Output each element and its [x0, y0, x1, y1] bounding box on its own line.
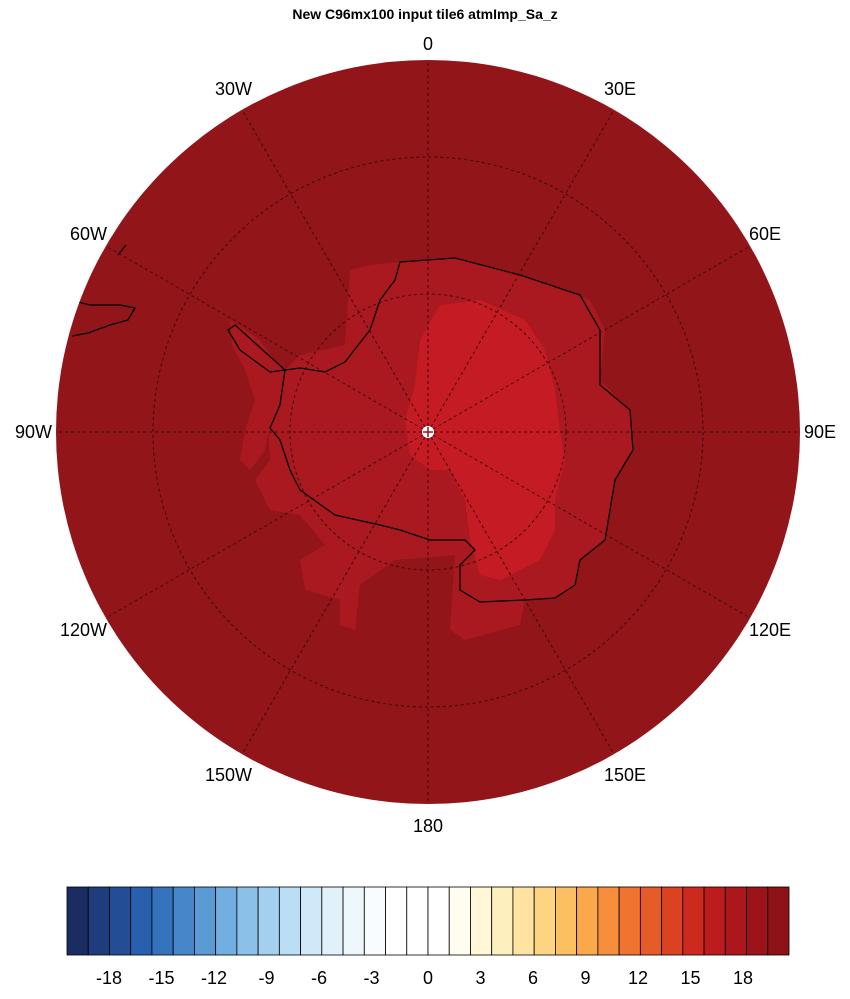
colorbar-box — [407, 887, 428, 955]
colorbar-box — [216, 887, 237, 955]
longitude-label: 120W — [60, 620, 107, 640]
colorbar-box — [598, 887, 619, 955]
colorbar-box — [513, 887, 534, 955]
colorbar-box — [534, 887, 555, 955]
longitude-label: 120E — [749, 620, 791, 640]
colorbar-box — [258, 887, 279, 955]
colorbar-box — [768, 887, 789, 955]
colorbar-box — [577, 887, 598, 955]
colorbar-box — [301, 887, 322, 955]
colorbar-box — [683, 887, 704, 955]
colorbar-tick-label: -6 — [311, 968, 327, 988]
longitude-label: 60W — [70, 224, 107, 244]
colorbar-box — [662, 887, 683, 955]
colorbar-box — [619, 887, 640, 955]
colorbar-box — [279, 887, 300, 955]
longitude-label: 0 — [423, 34, 433, 54]
colorbar-box — [492, 887, 513, 955]
colorbar-box — [237, 887, 258, 955]
colorbar-tick-label: 6 — [528, 968, 538, 988]
colorbar-tick-label: -9 — [258, 968, 274, 988]
colorbar-box — [343, 887, 364, 955]
colorbar-box — [152, 887, 173, 955]
colorbar-tick-labels: -18 -15 -12 -9 -6 -3 0 3 6 9 12 15 18 — [96, 968, 753, 988]
colorbar-box — [704, 887, 725, 955]
colorbar-box — [322, 887, 343, 955]
longitude-label: 90W — [15, 422, 52, 442]
colorbar-box — [555, 887, 576, 955]
colorbar-box — [131, 887, 152, 955]
colorbar-tick-label: -3 — [363, 968, 379, 988]
colorbar-box — [194, 887, 215, 955]
colorbar-box — [725, 887, 746, 955]
colorbar-box — [428, 887, 449, 955]
colorbar-tick-label: 9 — [580, 968, 590, 988]
colorbar-boxes — [67, 887, 789, 955]
colorbar-tick-label: -12 — [201, 968, 227, 988]
colorbar-box — [640, 887, 661, 955]
colorbar-box — [88, 887, 109, 955]
colorbar-box — [470, 887, 491, 955]
colorbar-tick-label: -15 — [148, 968, 174, 988]
colorbar-box — [173, 887, 194, 955]
longitude-label: 30W — [215, 79, 252, 99]
longitude-label: 90E — [804, 422, 836, 442]
polar-map: 0 30E 60E 90E 120E 150E 180 150W 120W 90W 60W 30W — [0, 0, 850, 860]
colorbar-box — [386, 887, 407, 955]
colorbar-tick-label: 12 — [628, 968, 648, 988]
colorbar-tick-label: 18 — [733, 968, 753, 988]
colorbar: -18 -15 -12 -9 -6 -3 0 3 6 9 12 15 18 — [0, 870, 850, 999]
colorbar-tick-label: -18 — [96, 968, 122, 988]
longitude-label: 150E — [604, 765, 646, 785]
colorbar-tick-label: 0 — [423, 968, 433, 988]
colorbar-box — [109, 887, 130, 955]
colorbar-tick-label: 3 — [475, 968, 485, 988]
longitude-label: 60E — [749, 224, 781, 244]
colorbar-box — [449, 887, 470, 955]
colorbar-box — [364, 887, 385, 955]
colorbar-box — [67, 887, 88, 955]
colorbar-box — [747, 887, 768, 955]
colorbar-tick-label: 15 — [680, 968, 700, 988]
longitude-label: 180 — [413, 816, 443, 836]
longitude-label: 150W — [205, 765, 252, 785]
longitude-label: 30E — [604, 79, 636, 99]
